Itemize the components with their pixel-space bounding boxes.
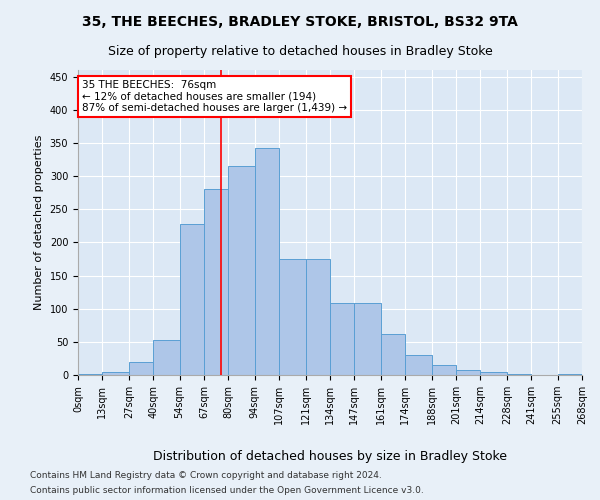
Bar bbox=[204, 190, 229, 375]
Bar bbox=[381, 334, 405, 375]
Bar bbox=[255, 148, 279, 375]
Bar bbox=[179, 224, 204, 375]
Text: 35 THE BEECHES:  76sqm
← 12% of detached houses are smaller (194)
87% of semi-de: 35 THE BEECHES: 76sqm ← 12% of detached … bbox=[82, 80, 347, 113]
Text: Contains public sector information licensed under the Open Government Licence v3: Contains public sector information licen… bbox=[30, 486, 424, 495]
Text: Size of property relative to detached houses in Bradley Stoke: Size of property relative to detached ho… bbox=[107, 45, 493, 58]
Bar bbox=[456, 370, 481, 375]
Y-axis label: Number of detached properties: Number of detached properties bbox=[34, 135, 44, 310]
Bar bbox=[279, 259, 305, 375]
Bar bbox=[330, 304, 355, 375]
Bar bbox=[431, 365, 456, 375]
Bar bbox=[557, 374, 582, 375]
Text: Distribution of detached houses by size in Bradley Stoke: Distribution of detached houses by size … bbox=[153, 450, 507, 463]
Bar bbox=[103, 372, 129, 375]
Bar bbox=[507, 374, 531, 375]
Text: 35, THE BEECHES, BRADLEY STOKE, BRISTOL, BS32 9TA: 35, THE BEECHES, BRADLEY STOKE, BRISTOL,… bbox=[82, 15, 518, 29]
Bar bbox=[305, 259, 330, 375]
Bar bbox=[481, 372, 507, 375]
Bar bbox=[405, 355, 431, 375]
Bar bbox=[153, 340, 179, 375]
Bar bbox=[229, 166, 255, 375]
Text: Contains HM Land Registry data © Crown copyright and database right 2024.: Contains HM Land Registry data © Crown c… bbox=[30, 471, 382, 480]
Bar bbox=[355, 304, 381, 375]
Bar bbox=[78, 374, 103, 375]
Bar bbox=[129, 362, 153, 375]
